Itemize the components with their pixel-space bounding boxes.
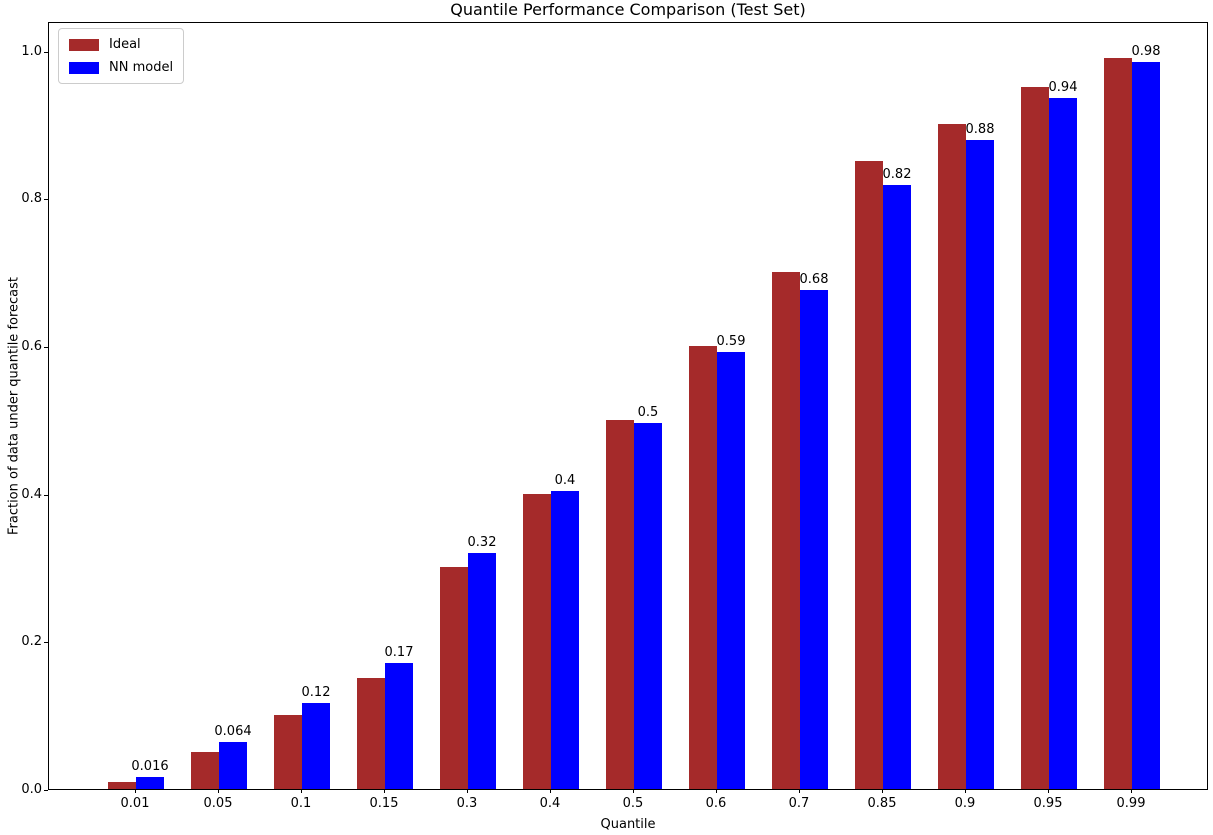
- bar-value-label: 0.17: [384, 644, 414, 660]
- plot-area: 0.016 0.064 0.12 0.17 0.32 0.4 0.5 0.59 0.68 0.82…: [48, 22, 1208, 790]
- bar-value-label: 0.82: [882, 166, 912, 182]
- y-tick-mark: [44, 51, 48, 53]
- x-tick-mark: [467, 789, 468, 793]
- x-tick-label: 0.4: [539, 796, 561, 811]
- bar-value-label: 0.68: [799, 271, 829, 287]
- x-tick-mark: [301, 789, 302, 793]
- bar-nn-model: [302, 702, 330, 789]
- x-tick-label: 0.6: [705, 796, 727, 811]
- y-tick-label: 1.0: [21, 43, 42, 59]
- bar-ideal: [1104, 57, 1132, 789]
- x-tick-mark: [135, 789, 136, 793]
- legend: Ideal NN model: [58, 28, 185, 84]
- x-tick-label: 0.15: [369, 796, 399, 811]
- x-tick-mark: [716, 789, 717, 793]
- bar-value-label: 0.12: [301, 684, 331, 700]
- y-tick-label: 0.8: [21, 191, 42, 207]
- x-tick-label: 0.9: [954, 796, 976, 811]
- y-tick-mark: [44, 199, 48, 201]
- bar-ideal: [938, 124, 966, 789]
- bar-nn-model: [385, 662, 413, 789]
- bar-value-label: 0.32: [467, 534, 497, 550]
- x-tick-mark: [965, 789, 966, 793]
- x-axis-label: Quantile: [600, 817, 656, 832]
- bar-value-label: 0.016: [131, 759, 169, 775]
- x-tick-label: 0.85: [867, 796, 897, 811]
- bar-value-label: 0.98: [1131, 44, 1161, 60]
- x-tick-mark: [1048, 789, 1049, 793]
- legend-label-ideal: Ideal: [109, 37, 141, 52]
- bar-ideal: [440, 567, 468, 789]
- y-tick-mark: [44, 790, 48, 791]
- bar-ideal: [523, 493, 551, 789]
- bar-nn-model: [883, 184, 911, 789]
- bar-ideal: [191, 752, 219, 789]
- x-tick-label: 0.05: [203, 796, 233, 811]
- bar-nn-model: [966, 139, 994, 789]
- legend-item-nn-model: NN model: [69, 60, 173, 75]
- bar-value-label: 0.88: [965, 121, 995, 137]
- x-tick-mark: [1131, 789, 1132, 793]
- bar-nn-model: [136, 777, 164, 789]
- x-tick-label: 0.1: [290, 796, 312, 811]
- legend-swatch-nn-model: [69, 61, 99, 74]
- x-tick-mark: [550, 789, 551, 793]
- bar-ideal: [274, 715, 302, 789]
- bar-nn-model: [551, 491, 579, 789]
- legend-item-ideal: Ideal: [69, 37, 173, 52]
- y-tick-label: 0.4: [21, 486, 42, 502]
- x-tick-label: 0.95: [1033, 796, 1063, 811]
- bar-nn-model: [1132, 62, 1160, 789]
- x-tick-mark: [633, 789, 634, 793]
- bar-nn-model: [1049, 97, 1077, 789]
- bar-value-label: 0.59: [716, 333, 746, 349]
- bar-ideal: [855, 161, 883, 789]
- y-tick-mark: [44, 642, 48, 644]
- bar-ideal: [772, 272, 800, 789]
- x-tick-label: 0.7: [788, 796, 810, 811]
- x-tick-mark: [384, 789, 385, 793]
- y-tick-label: 0.6: [21, 338, 42, 354]
- x-tick-label: 0.5: [622, 796, 644, 811]
- bar-nn-model: [634, 422, 662, 789]
- bar-ideal: [689, 345, 717, 789]
- x-tick-label: 0.01: [120, 796, 150, 811]
- x-tick-label: 0.3: [456, 796, 478, 811]
- bar-nn-model: [800, 289, 828, 789]
- x-tick-mark: [218, 789, 219, 793]
- bar-value-label: 0.5: [637, 404, 659, 420]
- y-tick-label: 0.0: [21, 782, 42, 797]
- x-tick-mark: [882, 789, 883, 793]
- bar-ideal: [1021, 87, 1049, 789]
- x-tick-label: 0.99: [1116, 796, 1146, 811]
- bar-ideal: [108, 781, 136, 789]
- bar-value-label: 0.4: [554, 473, 576, 489]
- y-tick-mark: [44, 494, 48, 496]
- legend-label-nn-model: NN model: [109, 60, 174, 75]
- y-tick-mark: [44, 346, 48, 348]
- chart-title: Quantile Performance Comparison (Test Se…: [450, 0, 806, 19]
- y-tick-label: 0.2: [21, 634, 42, 650]
- bar-value-label: 0.064: [214, 723, 252, 739]
- bar-value-label: 0.94: [1048, 79, 1078, 95]
- bar-nn-model: [468, 552, 496, 789]
- bar-ideal: [357, 678, 385, 789]
- legend-swatch-ideal: [69, 38, 99, 51]
- bar-ideal: [606, 419, 634, 789]
- x-tick-mark: [799, 789, 800, 793]
- bar-nn-model: [717, 351, 745, 789]
- bar-nn-model: [219, 741, 247, 789]
